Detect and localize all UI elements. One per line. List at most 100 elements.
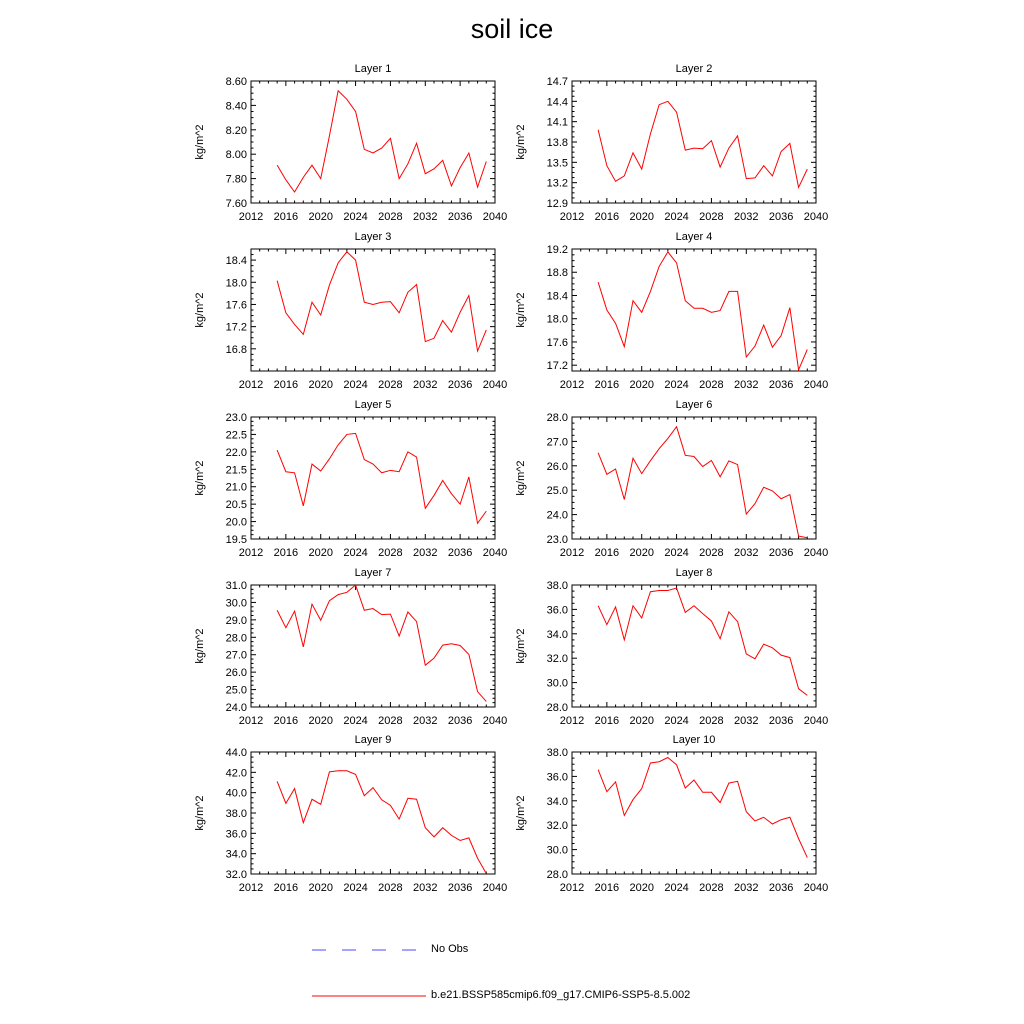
y-tick-label: 18.4 (547, 290, 568, 302)
plot-frame (571, 751, 817, 875)
series-line (276, 770, 487, 874)
plot-frame (250, 416, 496, 540)
x-tick-label: 2024 (664, 882, 688, 894)
x-tick-label: 2024 (343, 882, 367, 894)
x-tick-label: 2040 (483, 882, 507, 894)
x-tick-label: 2032 (734, 211, 758, 223)
chart-panel-2: 2012 2016 2020 2024 2028 2032 2036 2040 12.9 13.2… (515, 63, 828, 223)
y-tick-label: 36.0 (547, 604, 568, 616)
x-tick-label: 2020 (308, 715, 332, 727)
x-tick-label: 2036 (448, 547, 472, 559)
y-tick-label: 30.0 (547, 678, 568, 690)
y-tick-label: 18.4 (226, 255, 247, 267)
x-tick-label: 2040 (804, 882, 828, 894)
x-tick-label: 2028 (378, 882, 402, 894)
y-tick-label: 36.0 (226, 828, 247, 840)
y-tick-label: 16.8 (226, 344, 247, 356)
series-line (276, 432, 487, 525)
x-tick-label: 2032 (734, 715, 758, 727)
panel-title: Layer 1 (355, 63, 392, 75)
y-tick-label: 34.0 (226, 849, 247, 861)
x-tick-label: 2040 (483, 547, 507, 559)
x-tick-label: 2028 (378, 715, 402, 727)
chart-panel-5: 2012 2016 2020 2024 2028 2032 2036 2040 19.5 20.0… (194, 399, 507, 559)
x-tick-label: 2020 (629, 547, 653, 559)
x-tick-label: 2028 (699, 379, 723, 391)
x-tick-label: 2016 (595, 547, 619, 559)
y-tick-label: 38.0 (226, 808, 247, 820)
y-tick-label: 7.80 (226, 174, 247, 186)
x-tick-label: 2020 (629, 715, 653, 727)
y-axis-label: kg/m^2 (515, 628, 527, 663)
x-tick-label: 2028 (699, 882, 723, 894)
y-axis-label: kg/m^2 (515, 795, 527, 830)
y-tick-label: 7.60 (226, 198, 247, 210)
y-axis-label: kg/m^2 (194, 124, 206, 159)
y-tick-label: 13.5 (547, 157, 568, 169)
y-tick-label: 32.0 (226, 869, 247, 881)
y-tick-label: 24.0 (547, 510, 568, 522)
x-tick-label: 2032 (413, 715, 437, 727)
x-tick-label: 2040 (804, 715, 828, 727)
y-axis-label: kg/m^2 (194, 628, 206, 663)
series-line (276, 89, 487, 193)
y-tick-label: 14.7 (547, 76, 568, 88)
panel-title: Layer 3 (355, 231, 392, 243)
x-tick-label: 2040 (804, 547, 828, 559)
chart-panels: 2012 2016 2020 2024 2028 2032 2036 2040 7.60 7.80… (194, 63, 828, 894)
x-tick-label: 2036 (448, 211, 472, 223)
series-line (597, 756, 808, 858)
series-line (597, 251, 808, 371)
y-axis-label: kg/m^2 (194, 795, 206, 830)
chart-panel-10: 2012 2016 2020 2024 2028 2032 2036 2040 28.0 30.0… (515, 734, 828, 894)
x-tick-label: 2020 (629, 882, 653, 894)
x-tick-label: 2028 (699, 715, 723, 727)
x-tick-label: 2028 (378, 211, 402, 223)
chart-panel-6: 2012 2016 2020 2024 2028 2032 2036 2040 23.0 24.0… (515, 399, 828, 559)
plot-frame (250, 80, 496, 204)
y-tick-label: 36.0 (547, 771, 568, 783)
x-tick-label: 2032 (734, 882, 758, 894)
x-tick-label: 2020 (308, 547, 332, 559)
x-tick-label: 2016 (274, 211, 298, 223)
y-tick-label: 29.0 (226, 615, 247, 627)
panel-title: Layer 7 (355, 567, 392, 579)
x-tick-label: 2040 (804, 211, 828, 223)
x-tick-label: 2036 (448, 379, 472, 391)
y-tick-label: 23.0 (547, 534, 568, 546)
x-tick-label: 2028 (378, 547, 402, 559)
plot-frame (250, 751, 496, 875)
chart-panel-1: 2012 2016 2020 2024 2028 2032 2036 2040 7.60 7.80… (194, 63, 507, 223)
x-tick-label: 2032 (413, 882, 437, 894)
x-tick-label: 2024 (664, 211, 688, 223)
y-tick-label: 14.1 (547, 117, 568, 129)
y-tick-label: 18.8 (547, 267, 568, 279)
x-tick-label: 2024 (664, 547, 688, 559)
y-tick-label: 8.20 (226, 125, 247, 137)
y-tick-label: 12.9 (547, 198, 568, 210)
x-tick-label: 2032 (413, 211, 437, 223)
x-tick-label: 2036 (448, 882, 472, 894)
panel-title: Layer 4 (676, 231, 713, 243)
x-tick-label: 2016 (274, 882, 298, 894)
x-tick-label: 2036 (769, 379, 793, 391)
y-axis-label: kg/m^2 (194, 292, 206, 327)
y-tick-label: 20.5 (226, 499, 247, 511)
y-tick-label: 19.5 (226, 534, 247, 546)
x-tick-label: 2012 (239, 379, 263, 391)
series-line (597, 587, 808, 696)
y-tick-label: 22.5 (226, 429, 247, 441)
y-tick-label: 25.0 (226, 685, 247, 697)
legend-model-label: b.e21.BSSP585cmip6.f09_g17.CMIP6-SSP5-8.… (431, 989, 691, 1001)
plot-frame (571, 584, 817, 708)
y-tick-label: 31.0 (226, 580, 247, 592)
chart-panel-9: 2012 2016 2020 2024 2028 2032 2036 2040 32.0 34.0… (194, 734, 507, 894)
x-tick-label: 2024 (343, 211, 367, 223)
legend-obs-label: No Obs (431, 943, 469, 955)
x-tick-label: 2032 (413, 379, 437, 391)
y-tick-label: 21.5 (226, 464, 247, 476)
x-tick-label: 2040 (804, 379, 828, 391)
x-tick-label: 2020 (629, 379, 653, 391)
y-tick-label: 19.2 (547, 244, 568, 256)
